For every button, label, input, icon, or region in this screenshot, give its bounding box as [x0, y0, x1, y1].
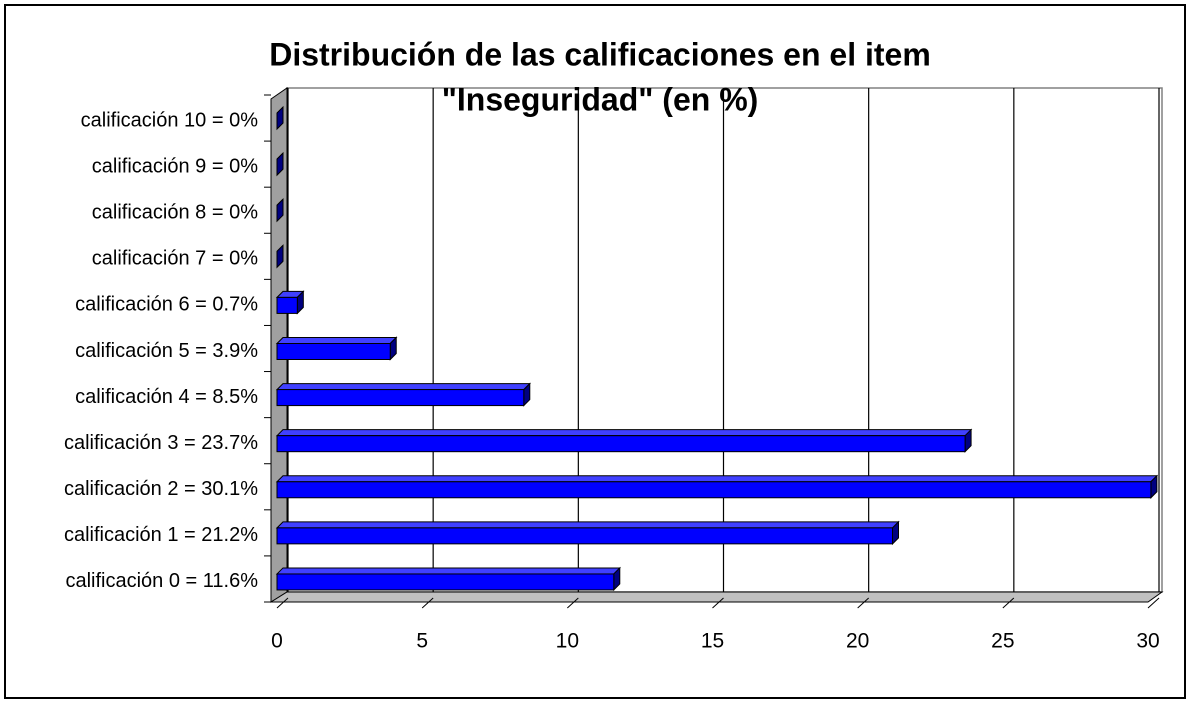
y-tick-label: calificación 2 = 30.1% — [64, 478, 258, 500]
tick-mark — [1147, 597, 1160, 609]
bar-front — [276, 435, 966, 453]
bar-side — [276, 198, 284, 223]
y-tick-label: calificación 10 = 0% — [81, 109, 259, 131]
tick-mark — [1002, 597, 1015, 609]
bar-top — [275, 475, 1159, 483]
bar-front — [276, 343, 391, 360]
y-tick-label: calificación 6 = 0.7% — [75, 294, 258, 316]
bar-front — [276, 481, 1152, 499]
tick-mark — [712, 597, 724, 609]
chart-title: Distribución de las calificaciones en el… — [269, 36, 931, 72]
bar — [275, 566, 621, 592]
x-tick-label: 30 — [1136, 630, 1159, 653]
tick-mark — [857, 597, 870, 609]
bar-side — [276, 244, 284, 269]
bar — [275, 520, 900, 546]
bar — [275, 290, 305, 315]
y-tick-label: calificación 7 = 0% — [92, 248, 258, 270]
x-tick-label: 10 — [556, 630, 579, 653]
y-tick-label: calificación 3 = 23.7% — [64, 432, 258, 454]
y-tick-label: calificación 4 = 8.5% — [75, 386, 258, 408]
y-tick-label: calificación 5 = 3.9% — [75, 340, 258, 362]
bar-top — [275, 383, 531, 391]
bar — [276, 151, 284, 177]
tick-mark — [421, 597, 434, 609]
y-tick-label: calificación 8 = 0% — [92, 202, 258, 224]
bar — [275, 382, 531, 407]
y-tick-label: calificación 9 = 0% — [92, 155, 258, 177]
bar-top — [275, 567, 621, 575]
bar — [276, 244, 284, 269]
bar-side — [276, 105, 284, 131]
bar-front — [276, 573, 615, 591]
bar-front — [276, 389, 525, 407]
back-wall — [286, 87, 1163, 593]
floor — [269, 591, 1164, 603]
tick-mark — [276, 597, 289, 609]
bar-side — [276, 151, 284, 177]
x-tick-label: 0 — [271, 630, 283, 653]
bar-top — [275, 429, 973, 437]
bar-top — [275, 521, 900, 529]
y-tick-label: calificación 1 = 21.2% — [64, 524, 258, 546]
bar-front — [276, 527, 894, 545]
x-tick-label: 25 — [991, 630, 1014, 653]
x-tick-label: 5 — [416, 630, 428, 653]
y-tick-label: calificación 0 = 11.6% — [65, 570, 258, 592]
bar-top — [275, 337, 398, 344]
chart-title: "Inseguridad" (en %) — [442, 81, 759, 117]
x-tick-label: 15 — [701, 630, 724, 653]
bar-front — [276, 296, 298, 314]
bar — [276, 105, 284, 131]
x-tick-label: 20 — [846, 630, 869, 653]
bar — [276, 198, 284, 223]
tick-mark — [566, 597, 579, 609]
bar — [275, 428, 973, 453]
bar — [275, 336, 398, 361]
bar — [275, 474, 1159, 499]
